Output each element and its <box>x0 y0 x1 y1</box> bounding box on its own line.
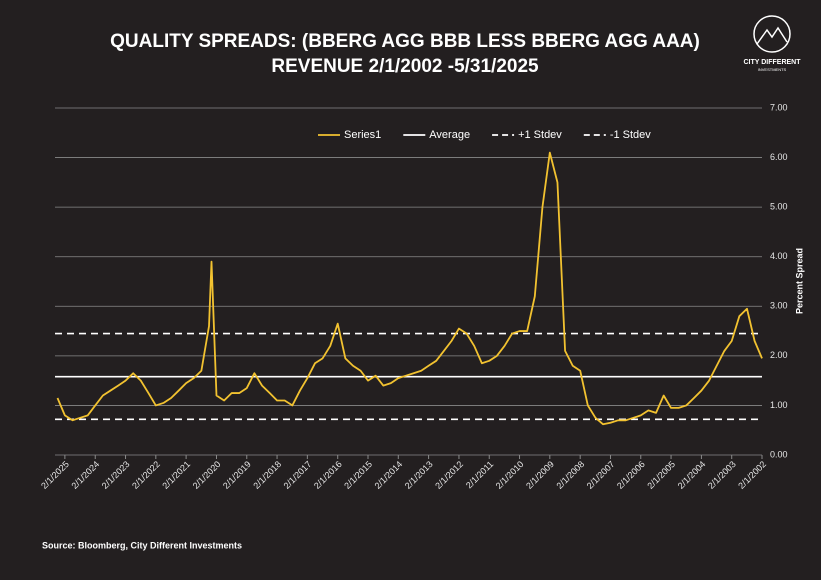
chart-subtitle: REVENUE 2/1/2002 -5/31/2025 <box>271 56 539 77</box>
y-tick-label: 7.00 <box>770 102 788 112</box>
logo: CITY DIFFERENT INVESTMENTS <box>743 15 801 72</box>
y-axis-label: Percent Spread <box>794 248 804 314</box>
y-tick-label: 0.00 <box>770 449 788 459</box>
chart-title: QUALITY SPREADS: (BBERG AGG BBB LESS BBE… <box>110 31 700 52</box>
y-tick-label: 1.00 <box>770 400 788 410</box>
logo-name: CITY DIFFERENT <box>743 59 801 66</box>
logo-mountains <box>756 26 788 45</box>
source-note: Source: Bloomberg, City Different Invest… <box>42 540 242 550</box>
y-tick-label: 4.00 <box>770 251 788 261</box>
legend: Series1 Average +1 Stdev -1 Stdev <box>318 129 651 141</box>
series-line <box>56 151 763 426</box>
legend-label: +1 Stdev <box>518 129 562 141</box>
legend-label: Series1 <box>344 129 381 141</box>
logo-circle <box>753 15 791 53</box>
legend-label: Average <box>429 129 470 141</box>
y-tick-label: 3.00 <box>770 301 788 311</box>
logo-tagline: INVESTMENTS <box>758 67 787 72</box>
legend-label: -1 Stdev <box>610 129 651 141</box>
y-tick-label: 2.00 <box>770 350 788 360</box>
y-tick-label: 5.00 <box>770 202 788 212</box>
y-tick-label: 6.00 <box>770 152 788 162</box>
